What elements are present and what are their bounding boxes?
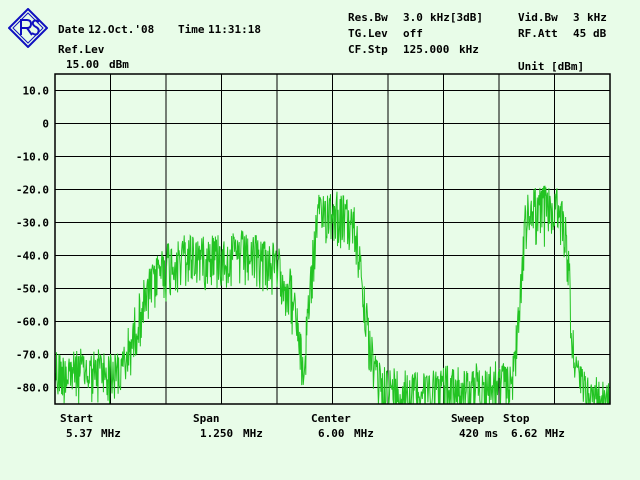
stop-label: Stop — [503, 412, 530, 425]
sweep-label: Sweep — [451, 412, 485, 425]
vid-bw-unit: kHz — [587, 11, 607, 24]
time-label: Time — [178, 23, 205, 36]
plot-frame — [54, 73, 611, 405]
span-value: 1.250 — [200, 427, 234, 440]
sweep-unit: ms — [485, 427, 499, 440]
cf-stp-value: 125.000 — [403, 43, 450, 56]
tg-lev-value: off — [403, 27, 423, 40]
y-tick-label: -30.0 — [16, 217, 49, 230]
spectrum-trace — [54, 185, 610, 405]
date-label: Date — [58, 23, 85, 36]
stop-value: 6.62 — [511, 427, 538, 440]
tg-lev-label: TG.Lev — [348, 27, 388, 40]
res-bw-label: Res.Bw — [348, 11, 388, 24]
res-bw-value: 3.0 — [403, 11, 423, 24]
y-tick-label: -80.0 — [16, 382, 49, 395]
rf-att-value: 45 — [573, 27, 587, 40]
rf-att-label: RF.Att — [518, 27, 558, 40]
y-tick-label: -20.0 — [16, 184, 49, 197]
rohde-schwarz-logo — [8, 8, 48, 48]
y-tick-label: -40.0 — [16, 250, 49, 263]
center-unit: MHz — [354, 427, 374, 440]
span-label: Span — [193, 412, 220, 425]
ref-lev-label: Ref.Lev — [58, 43, 105, 56]
start-unit: MHz — [101, 427, 121, 440]
center-value: 6.00 — [318, 427, 345, 440]
y-tick-label: -60.0 — [16, 316, 49, 329]
rf-att-unit: dB — [593, 27, 607, 40]
y-tick-label: -50.0 — [16, 283, 49, 296]
y-tick-label: 10.0 — [23, 85, 50, 98]
start-label: Start — [60, 412, 94, 425]
res-bw-unit: kHz[3dB] — [430, 11, 483, 24]
y-tick-label: 0 — [42, 118, 49, 131]
stop-unit: MHz — [545, 427, 565, 440]
date-value: 12.Oct.'08 — [88, 23, 155, 36]
unit-label: Unit — [518, 60, 545, 73]
y-tick-label: -70.0 — [16, 349, 49, 362]
span-unit: MHz — [243, 427, 263, 440]
time-value: 11:31:18 — [208, 23, 261, 36]
start-value: 5.37 — [66, 427, 93, 440]
cf-stp-unit: kHz — [459, 43, 479, 56]
y-tick-labels: 10.0 0 -10.0 -20.0 -30.0 -40.0 -50.0 -60.0 -70.0… — [16, 85, 49, 395]
y-tick-label: -10.0 — [16, 151, 49, 164]
unit-value: [dBm] — [551, 60, 585, 73]
sweep-value: 420 — [459, 427, 479, 440]
ref-lev-value: 15.00 — [66, 58, 100, 71]
vid-bw-label: Vid.Bw — [518, 11, 558, 24]
cf-stp-label: CF.Stp — [348, 43, 388, 56]
center-label: Center — [311, 412, 351, 425]
ref-lev-unit: dBm — [109, 58, 129, 71]
vid-bw-value: 3 — [573, 11, 580, 24]
